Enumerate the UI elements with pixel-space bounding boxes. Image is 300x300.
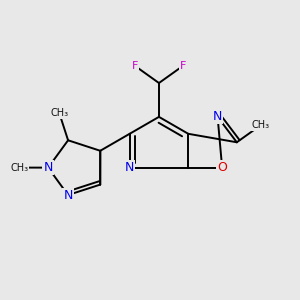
Text: F: F (132, 61, 138, 71)
Text: N: N (125, 161, 134, 174)
Text: F: F (179, 61, 186, 71)
Text: CH₃: CH₃ (50, 108, 68, 118)
Text: N: N (63, 188, 73, 202)
Text: O: O (217, 161, 227, 174)
Text: CH₃: CH₃ (251, 120, 270, 130)
Text: N: N (44, 161, 53, 174)
Text: N: N (213, 110, 222, 123)
Text: CH₃: CH₃ (10, 163, 28, 172)
